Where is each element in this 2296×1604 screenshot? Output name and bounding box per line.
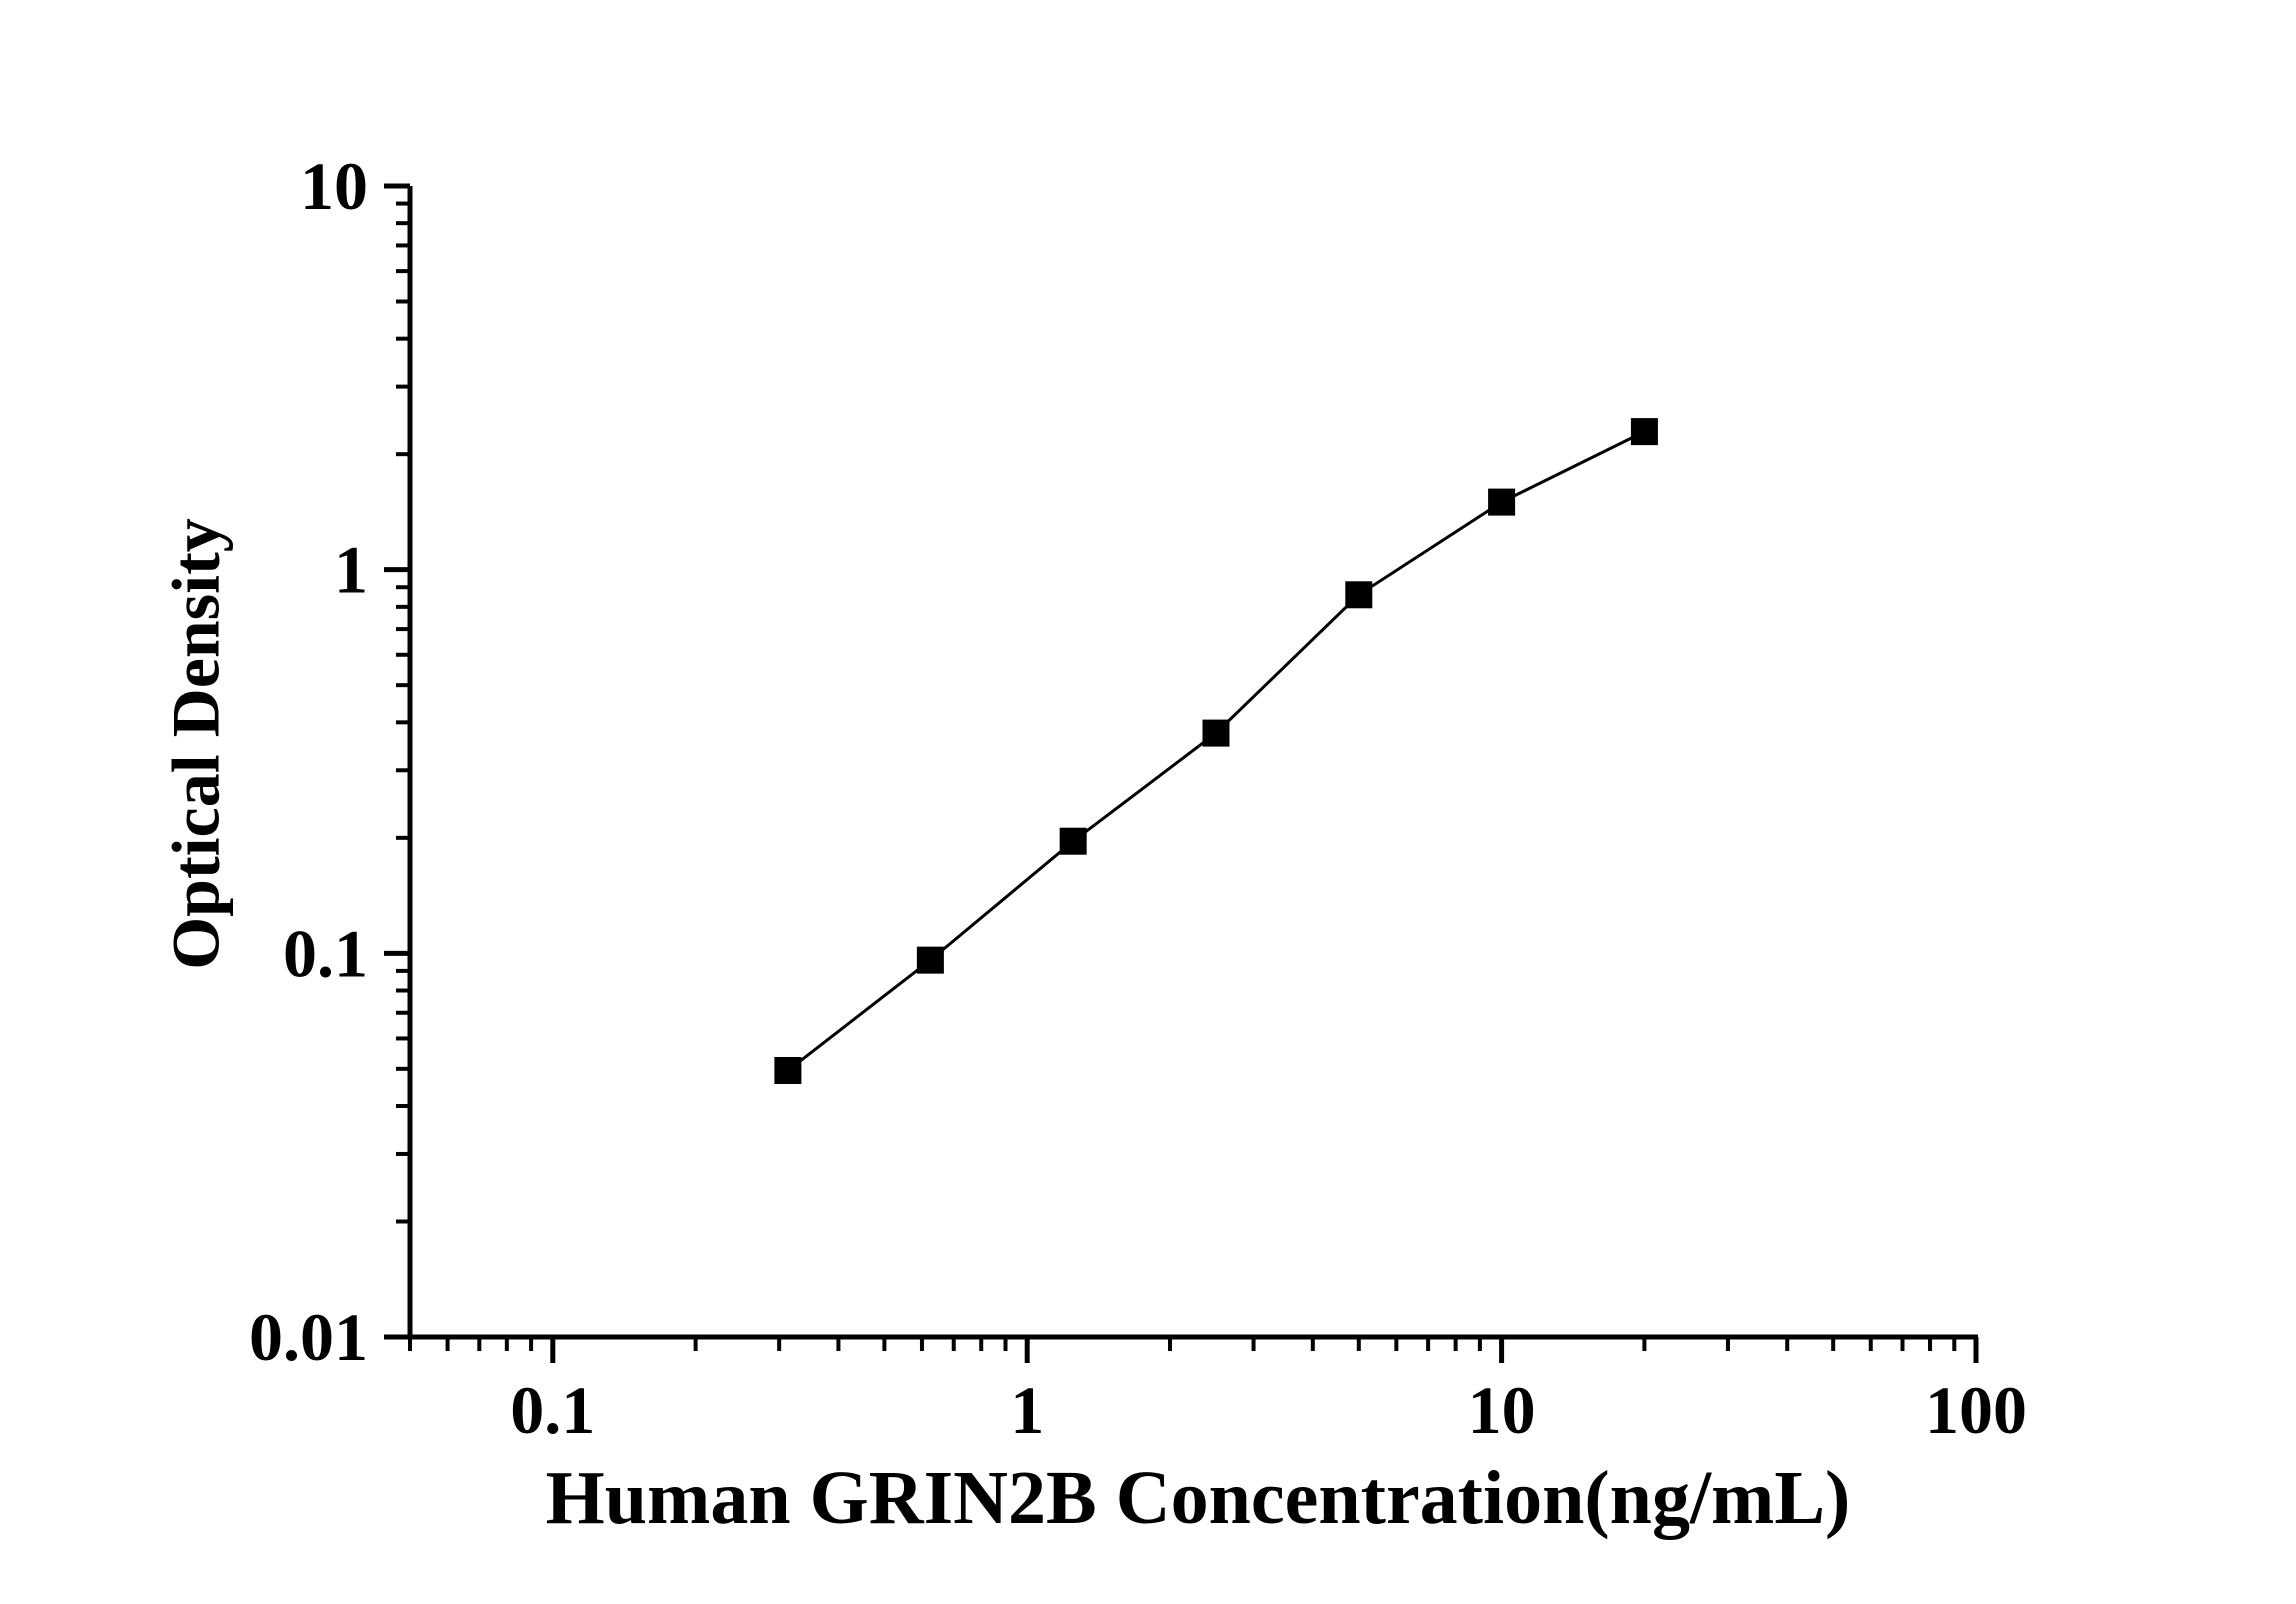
x-axis-title: Human GRIN2B Concentration(ng/mL) (545, 1456, 1851, 1540)
data-point-marker (774, 1057, 802, 1085)
data-point-marker (1630, 418, 1658, 446)
data-point-marker (1202, 719, 1230, 747)
data-point-marker (1345, 581, 1373, 609)
x-tick-label: 1 (1010, 1372, 1044, 1448)
y-axis-title: Optical Density (157, 518, 234, 970)
y-tick-label: 0.01 (249, 1299, 368, 1375)
x-tick-label: 10 (1468, 1372, 1536, 1448)
data-point-marker (916, 946, 944, 974)
x-tick-label: 0.1 (510, 1372, 595, 1448)
y-tick-label: 10 (300, 148, 368, 224)
series-line (786, 430, 1646, 1072)
y-tick-label: 0.1 (283, 915, 368, 991)
data-point-marker (1059, 827, 1087, 855)
data-point-marker (1488, 488, 1516, 516)
x-tick-label: 100 (1925, 1372, 2027, 1448)
y-tick-label: 1 (334, 532, 368, 608)
